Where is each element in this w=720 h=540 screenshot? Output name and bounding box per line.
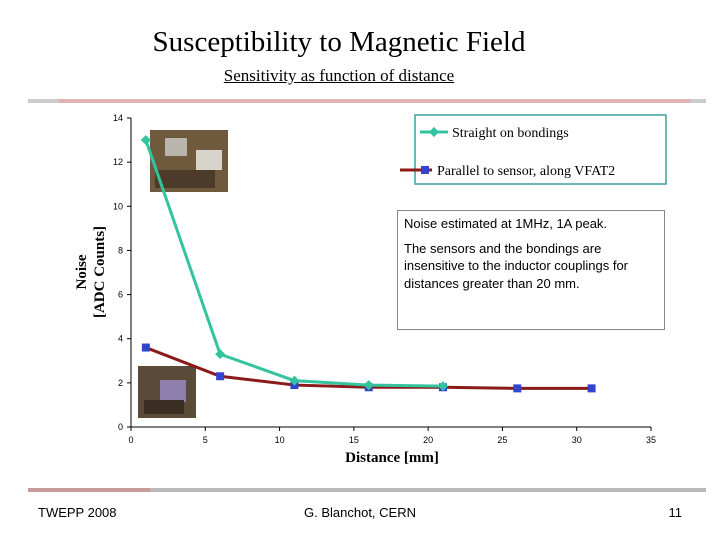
y-tick-label: 6: [118, 290, 123, 300]
footer-event: TWEPP 2008: [38, 505, 117, 520]
y-tick-label: 0: [118, 422, 123, 432]
footer-rule-left: [28, 488, 150, 492]
x-tick-label: 15: [349, 435, 359, 445]
data-point-parallel: [216, 372, 225, 381]
legend-marker-straight: [429, 127, 439, 137]
data-point-parallel: [513, 384, 522, 393]
y-axis-title-line1: Noise: [74, 254, 90, 289]
data-point-straight: [363, 380, 374, 391]
annotation-box: Noise estimated at 1MHz, 1A peak. The se…: [397, 210, 665, 330]
x-tick-label: 0: [128, 435, 133, 445]
x-tick-label: 25: [497, 435, 507, 445]
legend-box: [414, 114, 667, 185]
y-tick-label: 8: [118, 245, 123, 255]
header-rule-left: [28, 99, 58, 103]
slide-title: Susceptibility to Magnetic Field: [152, 26, 526, 58]
annotation-text-2: The sensors and the bondings are insensi…: [404, 240, 629, 291]
x-tick-label: 10: [275, 435, 285, 445]
y-axis-title: Noise [ADC Counts]: [74, 226, 108, 318]
x-tick-label: 5: [203, 435, 208, 445]
y-axis-title-line2: [ADC Counts]: [92, 226, 108, 318]
y-tick-label: 14: [113, 113, 123, 123]
y-tick-label: 10: [113, 201, 123, 211]
annotation-text-1: Noise estimated at 1MHz, 1A peak.: [404, 216, 608, 231]
x-axis-title: Distance [mm]: [345, 450, 439, 466]
legend-marker-parallel: [421, 166, 429, 174]
legend-label-parallel: Parallel to sensor, along VFAT2: [437, 164, 615, 179]
y-tick-label: 2: [118, 378, 123, 388]
data-point-straight: [289, 375, 300, 386]
y-tick-label: 12: [113, 157, 123, 167]
data-point-parallel: [141, 343, 150, 352]
header-rule-right: [690, 99, 706, 103]
footer-author: G. Blanchot, CERN: [304, 505, 416, 520]
data-point-parallel: [587, 384, 596, 393]
slide-subtitle: Sensitivity as function of distance: [223, 66, 455, 85]
y-tick-label: 4: [118, 334, 123, 344]
x-tick-label: 30: [572, 435, 582, 445]
x-tick-label: 35: [646, 435, 656, 445]
legend-label-straight: Straight on bondings: [452, 126, 569, 141]
page-number: 11: [668, 505, 683, 520]
data-point-straight: [438, 381, 448, 392]
header-rule: [58, 99, 690, 103]
footer-rule: [150, 488, 706, 492]
data-point-straight: [215, 349, 226, 360]
x-tick-label: 20: [423, 435, 433, 445]
data-point-straight: [140, 135, 151, 146]
